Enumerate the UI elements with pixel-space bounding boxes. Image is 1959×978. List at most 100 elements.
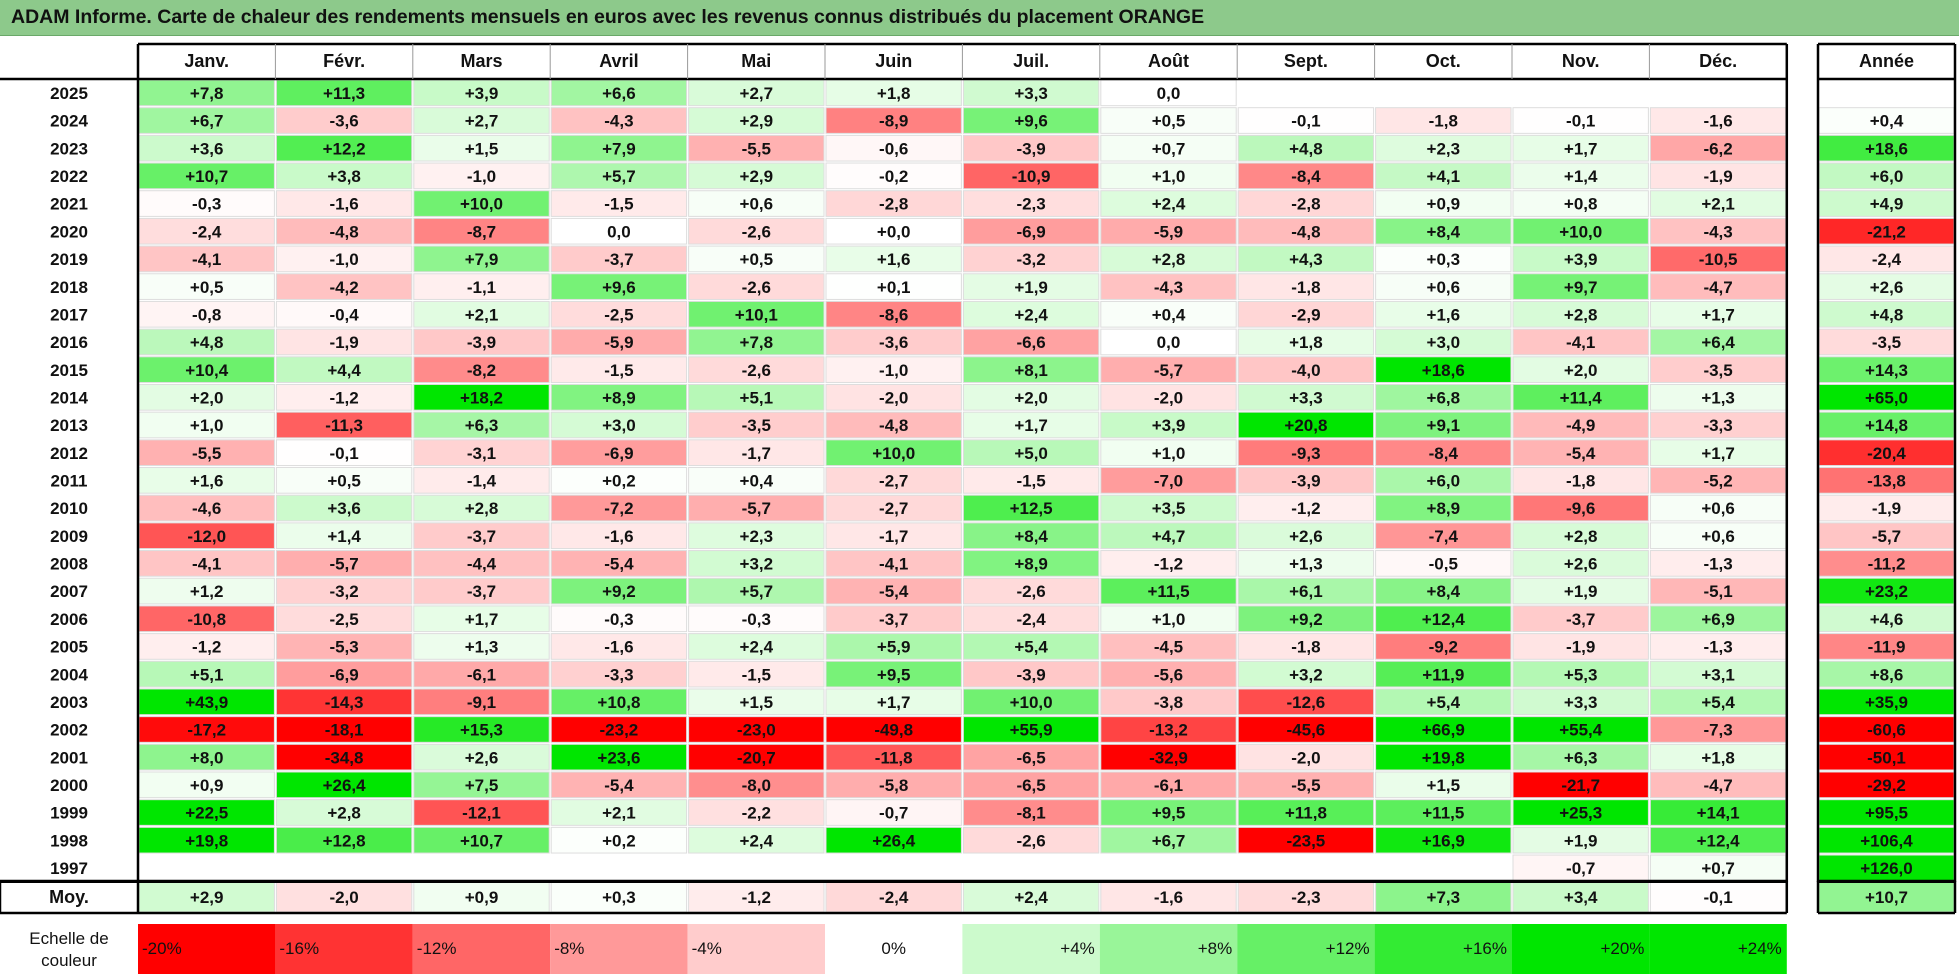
cell-value: -4,3 [604, 112, 633, 131]
heat-cell [1512, 494, 1649, 522]
heat-cell [550, 356, 688, 383]
heat-cell [1375, 550, 1512, 577]
year-label: 2020 [50, 222, 88, 241]
cell-value: -5,5 [192, 444, 221, 463]
cell-value: -0,7 [1566, 859, 1595, 878]
cell-value: -5,7 [742, 499, 771, 518]
heat-cell [962, 328, 1100, 356]
cell-value: +5,4 [1701, 693, 1735, 712]
heat-cell [1100, 356, 1237, 383]
heat-cell [1375, 771, 1512, 799]
year-label: 2003 [50, 693, 88, 712]
cell-value: +9,2 [602, 582, 636, 601]
year-label: 2005 [50, 638, 88, 657]
heat-cell [1237, 190, 1375, 217]
heat-cell [1649, 743, 1787, 771]
heat-cell [688, 273, 825, 300]
cell-value: -2,7 [879, 499, 908, 518]
cell-value: +55,9 [1010, 721, 1053, 740]
heat-cell [275, 134, 413, 162]
heat-cell [1100, 605, 1237, 633]
heat-cell [138, 605, 275, 633]
cell-value: -4,0 [1291, 361, 1320, 380]
heat-cell [275, 273, 413, 300]
cell-value: -5,7 [329, 555, 358, 574]
heat-cell [1237, 356, 1375, 383]
cell-value: -1,8 [1429, 112, 1458, 131]
cell-value: +1,0 [1152, 167, 1186, 186]
heat-cell [1375, 190, 1512, 217]
cell-value: -4,2 [329, 278, 358, 297]
heat-cell [138, 217, 275, 245]
cell-value: -0,7 [879, 804, 908, 823]
average-cell [550, 881, 688, 913]
cell-value: -4,5 [1154, 638, 1183, 657]
heat-cell [550, 162, 688, 190]
heat-cell [413, 328, 550, 356]
heat-cell [1375, 633, 1512, 660]
heat-cell [275, 439, 413, 467]
heat-cell [825, 300, 962, 328]
heat-cell [550, 799, 688, 826]
cell-value: +8,4 [1427, 582, 1461, 601]
cell-value: +6,3 [465, 416, 499, 435]
cell-value: +11,5 [1422, 804, 1464, 823]
cell-value: -1,4 [467, 472, 497, 491]
scale-step-label: -4% [692, 939, 722, 958]
cell-value: +0,5 [740, 250, 774, 269]
heat-cell [550, 771, 688, 799]
cell-value: +10,1 [735, 305, 778, 324]
heat-cell [550, 743, 688, 771]
cell-value: +0,4 [1152, 305, 1186, 324]
average-cell [1512, 881, 1649, 913]
heat-cell [1375, 716, 1512, 743]
annual-value: +4,8 [1870, 305, 1904, 324]
cell-value: -6,1 [467, 665, 496, 684]
annual-cell [1818, 522, 1955, 550]
cell-value: -2,6 [1016, 831, 1045, 850]
heat-cell [138, 190, 275, 217]
cell-value: +2,9 [740, 167, 774, 186]
heat-cell [1375, 826, 1512, 854]
heat-cell [1649, 217, 1787, 245]
average-value: +7,3 [1427, 888, 1461, 907]
cell-value: +10,0 [1559, 222, 1602, 241]
cell-value: -1,3 [1703, 638, 1732, 657]
heat-cell [1375, 577, 1512, 605]
heat-cell [550, 217, 688, 245]
heat-cell [962, 107, 1100, 134]
heat-cell [962, 79, 1100, 107]
cell-value: +9,5 [877, 665, 911, 684]
cell-value: +1,8 [1289, 333, 1323, 352]
cell-value: -3,6 [879, 333, 908, 352]
heat-cell [1375, 605, 1512, 633]
heat-cell [275, 328, 413, 356]
scale-step-label: -20% [142, 939, 182, 958]
cell-value: -2,0 [1291, 748, 1320, 767]
heat-cell [825, 605, 962, 633]
heat-cell [138, 826, 275, 854]
cell-value: +5,7 [740, 582, 774, 601]
cell-value: -0,3 [604, 610, 633, 629]
cell-value: +5,4 [1014, 638, 1048, 657]
heat-cell [962, 439, 1100, 467]
heat-cell [138, 107, 275, 134]
heat-cell [138, 411, 275, 439]
heat-cell [1512, 771, 1649, 799]
cell-value: -7,0 [1154, 472, 1183, 491]
heat-cell [1237, 134, 1375, 162]
cell-value: -5,1 [1703, 582, 1732, 601]
average-cell [1237, 881, 1375, 913]
cell-value: +1,7 [465, 610, 499, 629]
cell-value: -3,6 [329, 112, 358, 131]
cell-value: -2,5 [604, 305, 633, 324]
heat-cell [1512, 577, 1649, 605]
heat-cell [413, 633, 550, 660]
heat-cell [1237, 494, 1375, 522]
cell-value: +1,9 [1564, 831, 1598, 850]
cell-value: -4,8 [329, 222, 358, 241]
heat-cell [1649, 660, 1787, 688]
cell-value: -10,9 [1012, 167, 1051, 186]
average-value: -2,3 [1291, 888, 1320, 907]
heat-cell [688, 494, 825, 522]
